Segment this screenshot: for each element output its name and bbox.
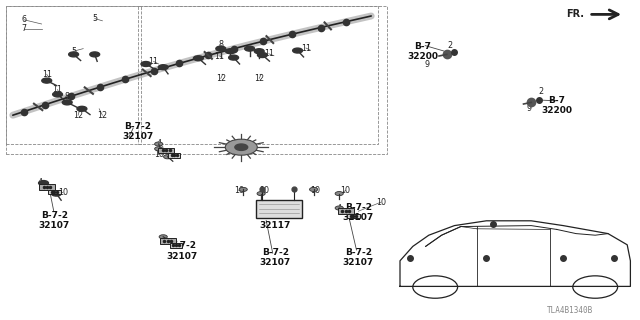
Text: 11: 11 xyxy=(264,49,274,58)
Text: B-7-2
32107: B-7-2 32107 xyxy=(167,242,198,261)
Text: B-7-2
32107: B-7-2 32107 xyxy=(343,203,374,222)
Circle shape xyxy=(38,180,49,186)
Bar xyxy=(6,6,141,144)
Text: B-7-1
32117: B-7-1 32117 xyxy=(259,211,291,230)
Bar xyxy=(48,189,61,195)
Bar xyxy=(347,214,360,219)
Text: 12: 12 xyxy=(97,111,108,120)
Circle shape xyxy=(164,155,172,159)
Circle shape xyxy=(52,92,63,97)
Text: 10: 10 xyxy=(310,186,321,195)
Text: B-7
32200: B-7 32200 xyxy=(541,96,572,115)
Text: 3: 3 xyxy=(282,201,287,210)
Circle shape xyxy=(292,48,303,53)
Text: 7: 7 xyxy=(22,24,27,33)
Text: 10: 10 xyxy=(259,186,269,195)
Text: 1: 1 xyxy=(239,140,244,149)
Circle shape xyxy=(335,206,343,210)
Text: 4: 4 xyxy=(337,204,342,213)
Text: 8: 8 xyxy=(65,92,70,100)
Text: 4: 4 xyxy=(156,139,161,148)
Text: 12: 12 xyxy=(73,111,83,120)
Bar xyxy=(159,148,175,153)
Text: 5: 5 xyxy=(71,47,76,56)
Text: 11: 11 xyxy=(301,44,311,52)
Circle shape xyxy=(335,192,343,196)
Circle shape xyxy=(155,142,163,146)
Text: 2: 2 xyxy=(538,87,543,96)
Circle shape xyxy=(244,46,255,51)
Circle shape xyxy=(159,235,167,239)
Bar xyxy=(138,6,378,144)
Circle shape xyxy=(216,46,226,51)
Text: FR.: FR. xyxy=(566,9,584,20)
Text: 11: 11 xyxy=(214,52,225,60)
Text: 10: 10 xyxy=(376,198,386,207)
Circle shape xyxy=(228,55,239,60)
Text: TLA4B1340B: TLA4B1340B xyxy=(547,306,593,315)
Circle shape xyxy=(90,52,100,57)
Circle shape xyxy=(77,106,87,111)
Text: 10: 10 xyxy=(58,188,68,197)
Text: 12: 12 xyxy=(216,74,226,83)
Circle shape xyxy=(51,191,61,196)
Text: 2: 2 xyxy=(447,41,452,50)
Circle shape xyxy=(225,139,257,155)
Text: B-7
32200: B-7 32200 xyxy=(407,42,438,61)
Bar xyxy=(170,243,182,248)
Bar xyxy=(38,184,55,190)
Text: 10: 10 xyxy=(154,150,164,159)
Text: 6: 6 xyxy=(22,15,27,24)
Text: 9: 9 xyxy=(425,60,430,68)
Text: 11: 11 xyxy=(52,85,63,94)
Bar xyxy=(168,153,180,158)
Text: 4: 4 xyxy=(161,236,166,244)
Circle shape xyxy=(158,65,168,70)
Circle shape xyxy=(42,78,52,83)
Circle shape xyxy=(169,240,177,244)
Text: B-7-2
32107: B-7-2 32107 xyxy=(122,122,153,141)
Circle shape xyxy=(257,52,268,58)
Text: 12: 12 xyxy=(254,74,264,83)
Circle shape xyxy=(155,147,163,151)
Text: B-7-2
32107: B-7-2 32107 xyxy=(260,248,291,267)
Bar xyxy=(338,208,354,214)
Text: 5: 5 xyxy=(92,14,97,23)
Circle shape xyxy=(193,56,204,61)
Circle shape xyxy=(68,52,79,57)
Circle shape xyxy=(345,209,353,213)
Circle shape xyxy=(310,188,317,191)
Circle shape xyxy=(141,61,151,67)
Bar xyxy=(160,238,175,244)
Bar xyxy=(6,6,387,154)
Circle shape xyxy=(254,49,264,54)
Text: B-7-2
32107: B-7-2 32107 xyxy=(343,248,374,267)
Circle shape xyxy=(257,192,265,196)
Text: 11: 11 xyxy=(148,57,159,66)
Text: B-7-2
32107: B-7-2 32107 xyxy=(39,211,70,230)
Bar xyxy=(256,200,302,218)
Circle shape xyxy=(239,188,247,191)
Circle shape xyxy=(62,100,72,105)
Text: 11: 11 xyxy=(42,70,52,79)
Text: 4: 4 xyxy=(37,178,42,187)
Circle shape xyxy=(235,144,248,150)
Text: 9: 9 xyxy=(527,104,532,113)
Circle shape xyxy=(225,49,236,54)
Text: 10: 10 xyxy=(234,186,244,195)
Text: 8: 8 xyxy=(218,40,223,49)
Text: 10: 10 xyxy=(340,186,351,195)
